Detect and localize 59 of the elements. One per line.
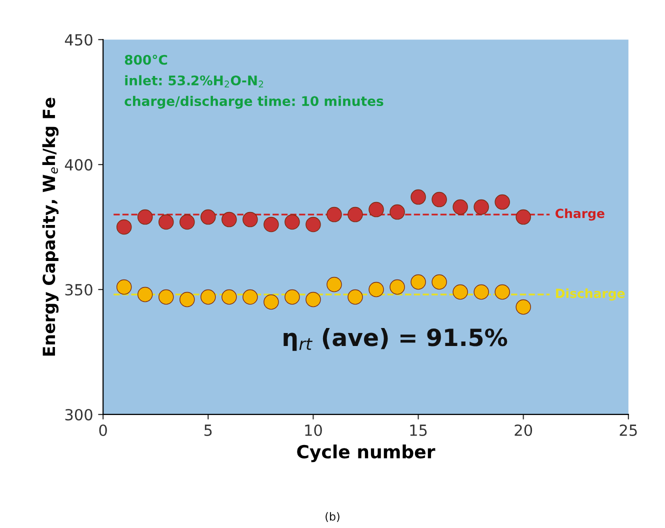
point	[242, 289, 258, 305]
text: (b)	[326, 512, 340, 522]
point	[410, 274, 426, 290]
point	[474, 199, 489, 215]
x-tick-label: 10	[305, 424, 322, 436]
point	[410, 189, 426, 205]
y-tick-label: 450	[64, 34, 92, 46]
point	[200, 289, 216, 305]
x-tick-label: 20	[514, 424, 532, 436]
point	[390, 204, 405, 220]
point	[116, 219, 132, 235]
y-axis-title: Energy Capacity, W$_{e}$h/kg Fe	[42, 98, 59, 356]
annotation: 800°C	[124, 54, 168, 65]
x-tick-label: 15	[410, 424, 427, 436]
ref-line-label: Discharge	[556, 288, 625, 301]
point	[368, 282, 384, 298]
point	[432, 192, 447, 208]
y-tick-label: 350	[65, 284, 92, 296]
point	[390, 279, 405, 295]
point	[158, 289, 174, 305]
point	[348, 206, 363, 222]
point	[137, 286, 153, 302]
point	[474, 284, 489, 300]
point	[158, 214, 174, 230]
point	[179, 214, 195, 230]
point	[222, 289, 237, 305]
x-tick-label: 25	[620, 424, 637, 436]
point	[494, 284, 510, 300]
annotation: η$_{rt}$ (ave) = 91.5%	[284, 328, 508, 351]
point	[432, 274, 447, 290]
point	[200, 209, 216, 225]
ref-line-label: Charge	[556, 208, 604, 221]
point	[284, 214, 300, 230]
annotation: charge/discharge time: 10 minutes	[124, 96, 384, 109]
point	[452, 199, 468, 215]
annotation: inlet: 53.2%H$_{2}$O-N$_{2}$	[125, 75, 264, 88]
x-axis-title: Cycle number	[297, 444, 436, 462]
point	[326, 206, 342, 222]
x-tick-label: 0	[99, 424, 107, 436]
y-tick-label: 400	[64, 159, 92, 171]
point	[306, 292, 321, 308]
point	[348, 289, 363, 305]
point	[137, 209, 153, 225]
point	[494, 194, 510, 210]
point	[242, 212, 258, 228]
point	[368, 202, 384, 218]
point	[452, 284, 468, 300]
point	[284, 289, 300, 305]
y-tick-label: 300	[65, 408, 92, 420]
point	[326, 276, 342, 292]
point	[222, 212, 237, 228]
point	[306, 216, 321, 232]
point	[116, 279, 132, 295]
point	[516, 209, 531, 225]
x-tick-label: 5	[204, 424, 212, 436]
point	[516, 299, 531, 315]
point	[264, 294, 279, 310]
point	[264, 216, 279, 232]
point	[179, 292, 195, 308]
